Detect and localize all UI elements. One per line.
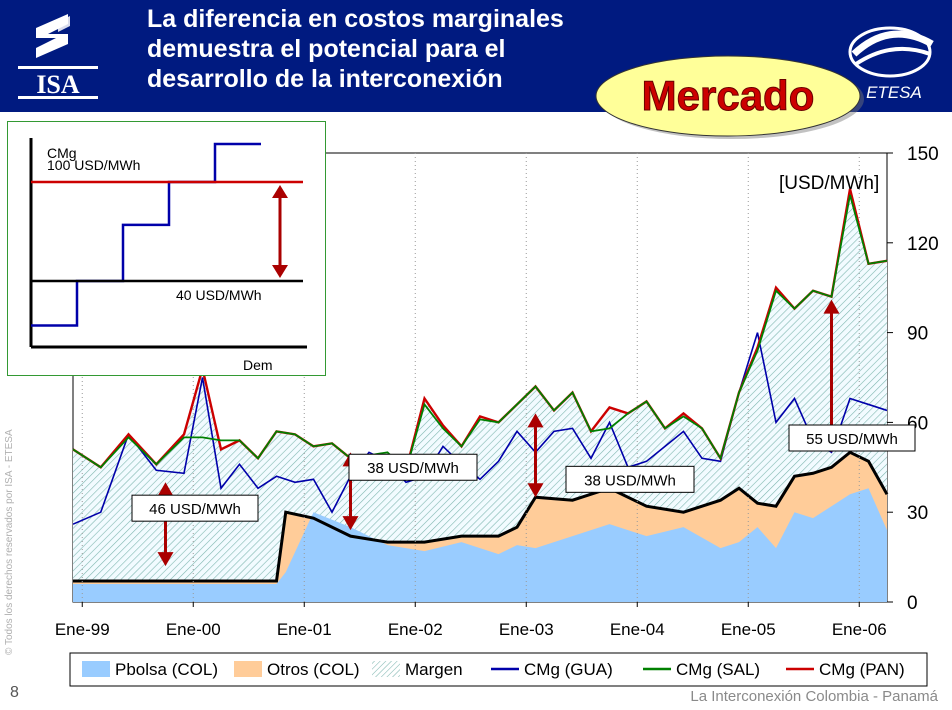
area-pbolsa xyxy=(73,488,887,602)
arrow-head-up xyxy=(823,299,840,314)
legend-label: CMg (PAN) xyxy=(819,660,905,679)
x-tick-label: Ene-06 xyxy=(832,620,887,639)
arrow-head-down xyxy=(272,265,288,278)
footer-text: La Interconexión Colombia - Panamá xyxy=(690,688,938,705)
y-tick-label: 120 xyxy=(907,234,939,255)
etesa-logo: ETESA xyxy=(848,26,934,102)
inset-supply-curve xyxy=(31,142,261,327)
annotation-label: 38 USD/MWh xyxy=(584,472,676,489)
annotation-box xyxy=(131,494,259,522)
x-tick-label: Ene-99 xyxy=(55,620,110,639)
arrow-head-down xyxy=(342,516,359,531)
inset-ref-label: 40 USD/MWh xyxy=(176,287,262,303)
inset-y-label: CMg xyxy=(47,145,77,161)
title-line-3: desarrollo de la interconexión xyxy=(147,65,503,93)
y-tick-label: 150 xyxy=(907,144,939,165)
x-tick-label: Ene-03 xyxy=(499,620,554,639)
annotation-box xyxy=(348,453,478,481)
x-tick-label: Ene-02 xyxy=(388,620,443,639)
x-tick-label: Ene-04 xyxy=(610,620,665,639)
legend-label: Otros (COL) xyxy=(267,660,360,679)
mercado-text: Mercado xyxy=(642,72,815,119)
line-cmg-sal xyxy=(72,194,888,472)
isa-logo: ISA xyxy=(18,14,98,99)
x-tick-label: Ene-00 xyxy=(166,620,221,639)
inset-x-label: Dem xyxy=(243,357,273,373)
legend-swatch xyxy=(372,661,400,677)
annotation-1: 46 USD/MWh xyxy=(131,482,259,567)
arrow-head-up xyxy=(157,482,174,497)
area-margen xyxy=(73,188,887,603)
annotation-label: 46 USD/MWh xyxy=(149,501,241,518)
legend-swatch xyxy=(234,661,262,677)
legend-label: CMg (GUA) xyxy=(524,660,613,679)
x-tick-label: Ene-05 xyxy=(721,620,776,639)
arrow-head-up xyxy=(272,185,288,198)
mercado-badge: Mercado xyxy=(595,55,864,139)
isa-logo-text: ISA xyxy=(36,70,80,99)
annotation-label: 38 USD/MWh xyxy=(367,460,459,477)
unit-label: [USD/MWh] xyxy=(779,173,879,194)
legend-label: CMg (SAL) xyxy=(676,660,760,679)
side-copyright: © Todos los derechos reservados por ISA … xyxy=(4,429,15,655)
y-tick-label: 30 xyxy=(907,503,928,524)
x-tick-label: Ene-01 xyxy=(277,620,332,639)
arrow-head-up xyxy=(527,413,544,428)
inset-ref-label: 100 USD/MWh xyxy=(47,157,140,173)
legend-label: Margen xyxy=(405,660,463,679)
annotation-4: 55 USD/MWh xyxy=(788,299,916,453)
line-col-total xyxy=(73,450,889,583)
title-line-2: demuestra el potencial para el xyxy=(147,35,506,63)
annotation-2: 38 USD/MWh xyxy=(342,452,478,531)
y-tick-label: 90 xyxy=(907,324,928,345)
slide-number: 8 xyxy=(10,684,19,701)
annotation-box xyxy=(788,424,916,452)
legend-swatch xyxy=(82,661,110,677)
etesa-logo-text: ETESA xyxy=(866,83,922,102)
inset-frame xyxy=(7,121,326,376)
annotation-box xyxy=(565,465,695,493)
arrow-head-down xyxy=(157,552,174,567)
slide-title: La diferencia en costos marginales demue… xyxy=(147,4,667,94)
annotation-label: 55 USD/MWh xyxy=(806,431,898,448)
inset-diagram: 100 USD/MWh 40 USD/MWh CMg Dem xyxy=(7,121,326,376)
title-line-1: La diferencia en costos marginales xyxy=(147,5,564,33)
arrow-head-down xyxy=(527,483,544,498)
annotation-3: 38 USD/MWh xyxy=(527,413,695,498)
legend-label: Pbolsa (COL) xyxy=(115,660,218,679)
y-tick-label: 0 xyxy=(907,593,918,614)
line-cmg-gua xyxy=(72,332,888,525)
legend: Pbolsa (COL) Otros (COL) Margen CMg (GUA) CM… xyxy=(69,652,928,687)
